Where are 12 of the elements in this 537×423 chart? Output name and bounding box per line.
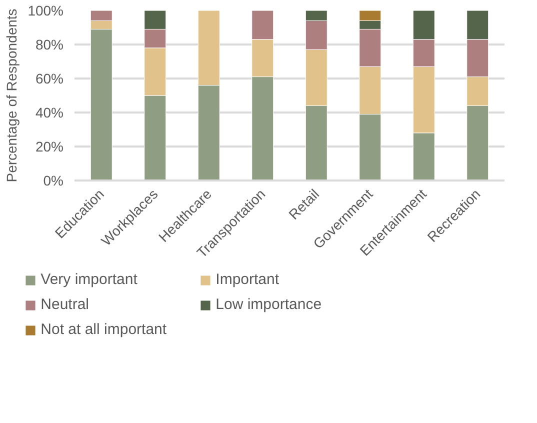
y-axis-title: Percentage of Respondents <box>4 8 20 182</box>
legend-label: Not at all important <box>40 321 168 338</box>
legend-label: Very important <box>40 271 138 288</box>
legend-label: Low importance <box>216 296 323 313</box>
y-tick-label: 20% <box>35 138 64 154</box>
y-tick-label: 60% <box>35 70 64 86</box>
y-tick-label: 80% <box>35 36 64 52</box>
legend-label: Neutral <box>40 296 90 313</box>
y-tick-label: 100% <box>28 2 64 18</box>
y-tick-label: 0% <box>43 172 64 188</box>
legend-label: Important <box>216 271 280 288</box>
y-tick-label: 40% <box>35 104 64 120</box>
